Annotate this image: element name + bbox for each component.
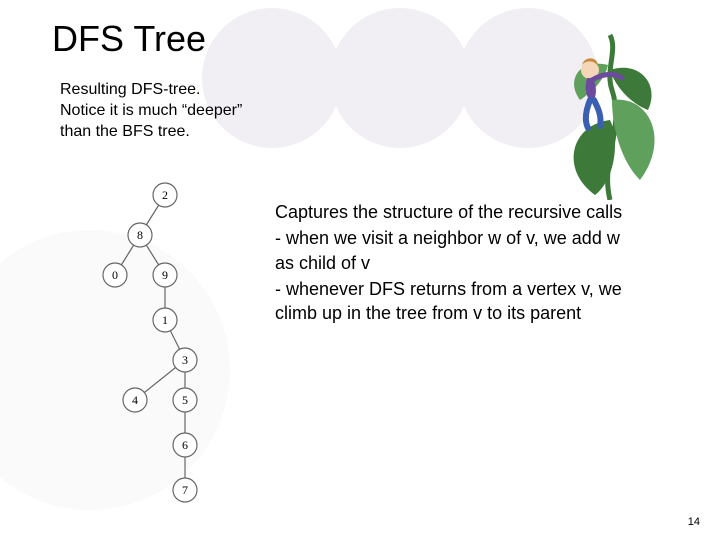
page-number: 14: [688, 516, 700, 528]
tree-node-label: 7: [182, 483, 188, 497]
tree-node-label: 2: [162, 188, 168, 202]
tree-node-label: 4: [132, 393, 138, 407]
body-text: Captures the structure of the recursive …: [275, 200, 625, 325]
tree-node-label: 8: [137, 228, 143, 242]
vine-illustration-icon: [540, 30, 680, 200]
body-line: Captures the structure of the recursive …: [275, 200, 625, 224]
body-bullet: - whenever DFS returns from a vertex v, …: [275, 277, 625, 326]
subtitle-line: Notice it is much “deeper”: [60, 101, 280, 122]
slide-title: DFS Tree: [52, 18, 206, 60]
tree-node-label: 5: [182, 393, 188, 407]
child-leg: [594, 100, 601, 126]
body-bullet: - when we visit a neighbor w of v, we ad…: [275, 226, 625, 275]
tree-node-label: 1: [162, 313, 168, 327]
slide-subtitle: Resulting DFS-tree. Notice it is much “d…: [60, 80, 280, 142]
dfs-tree-diagram: 2 8 0 9 1 3 4 5 6 7: [80, 180, 250, 510]
decorative-circle: [330, 8, 470, 148]
subtitle-line: than the BFS tree.: [60, 122, 280, 143]
subtitle-line: Resulting DFS-tree.: [60, 80, 280, 101]
tree-node-label: 9: [162, 268, 168, 282]
tree-node-label: 0: [112, 268, 118, 282]
child-leg: [586, 100, 590, 128]
tree-node-label: 6: [182, 438, 188, 452]
tree-node-label: 3: [182, 353, 188, 367]
leaf-icon: [612, 100, 655, 180]
